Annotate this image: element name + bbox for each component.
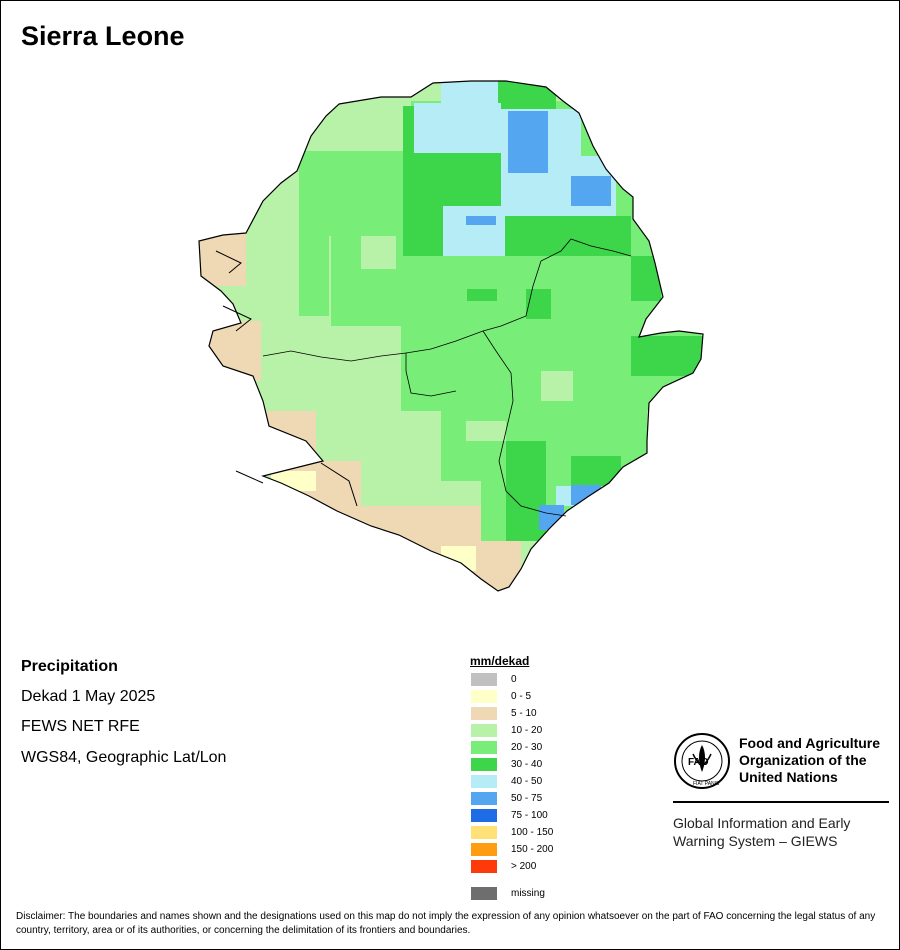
province-boundaries bbox=[262, 238, 632, 517]
legend-swatch bbox=[471, 758, 497, 771]
legend-item: > 200 bbox=[471, 860, 591, 873]
legend-label: > 200 bbox=[511, 861, 537, 872]
fao-motto: FIAT PANIS bbox=[693, 781, 720, 787]
fao-organization-name: Food and Agriculture Organization of the… bbox=[739, 735, 889, 786]
legend-label: 10 - 20 bbox=[511, 725, 543, 736]
legend-swatch bbox=[471, 707, 497, 720]
legend-item: 20 - 30 bbox=[471, 741, 591, 754]
info-projection: WGS84, Geographic Lat/Lon bbox=[21, 749, 227, 766]
legend-item: missing bbox=[471, 887, 591, 900]
legend-label: 75 - 100 bbox=[511, 810, 548, 821]
legend-item: 75 - 100 bbox=[471, 809, 591, 822]
legend-item: 10 - 20 bbox=[471, 724, 591, 737]
legend-label: 30 - 40 bbox=[511, 759, 543, 770]
legend-swatch bbox=[471, 792, 497, 805]
estuary-channels bbox=[215, 250, 358, 507]
legend-swatch bbox=[471, 690, 497, 703]
legend-label: 5 - 10 bbox=[511, 708, 537, 719]
legend-swatch bbox=[471, 724, 497, 737]
legend-item: 150 - 200 bbox=[471, 843, 591, 856]
legend-label: 100 - 150 bbox=[511, 827, 554, 838]
fao-emblem-icon: FAO FIAT PANIS bbox=[674, 733, 730, 789]
legend-label: 50 - 75 bbox=[511, 793, 543, 804]
fao-name-line: United Nations bbox=[739, 769, 838, 785]
legend-item: 0 bbox=[471, 673, 591, 686]
giews-label: Global Information and Early Warning Sys… bbox=[673, 814, 889, 850]
legend-swatch bbox=[471, 860, 497, 873]
map-title: Sierra Leone bbox=[21, 21, 185, 51]
legend-item: 100 - 150 bbox=[471, 826, 591, 839]
legend-swatch bbox=[471, 843, 497, 856]
country-border bbox=[198, 80, 704, 592]
legend-label: 40 - 50 bbox=[511, 776, 543, 787]
legend-item: 30 - 40 bbox=[471, 758, 591, 771]
logo-divider bbox=[673, 801, 889, 803]
legend-item: 50 - 75 bbox=[471, 792, 591, 805]
legend-swatch bbox=[471, 775, 497, 788]
legend: mm/dekad 0 0 - 5 5 - 10 10 - 20 20 - 30 … bbox=[469, 653, 599, 908]
precipitation-map bbox=[198, 80, 704, 592]
legend-swatch bbox=[471, 673, 497, 686]
giews-line: Warning System – GIEWS bbox=[673, 833, 838, 849]
info-heading: Precipitation bbox=[21, 658, 118, 675]
legend-label: 150 - 200 bbox=[511, 844, 554, 855]
legend-item: 5 - 10 bbox=[471, 707, 591, 720]
legend-label: 0 bbox=[511, 674, 517, 685]
fao-name-line: Food and Agriculture bbox=[739, 735, 881, 751]
legend-title: mm/dekad bbox=[470, 654, 530, 668]
giews-line: Global Information and Early bbox=[673, 815, 851, 831]
legend-swatch bbox=[471, 809, 497, 822]
legend-swatch bbox=[471, 741, 497, 754]
legend-item: 40 - 50 bbox=[471, 775, 591, 788]
disclaimer: Disclaimer: The boundaries and names sho… bbox=[16, 911, 876, 936]
fao-logo: FAO FIAT PANIS Food and Agriculture Orga… bbox=[673, 732, 889, 852]
legend-swatch bbox=[471, 826, 497, 839]
fao-emblem-letter: FAO bbox=[688, 757, 709, 768]
info-source: FEWS NET RFE bbox=[21, 718, 140, 735]
info-period: Dekad 1 May 2025 bbox=[21, 688, 156, 705]
legend-label: 0 - 5 bbox=[511, 691, 532, 702]
legend-item: 0 - 5 bbox=[471, 690, 591, 703]
fao-name-line: Organization of the bbox=[739, 752, 867, 768]
legend-label: 20 - 30 bbox=[511, 742, 543, 753]
legend-swatch bbox=[471, 887, 497, 900]
rainfall-raster bbox=[199, 81, 703, 591]
legend-label: missing bbox=[511, 888, 545, 899]
